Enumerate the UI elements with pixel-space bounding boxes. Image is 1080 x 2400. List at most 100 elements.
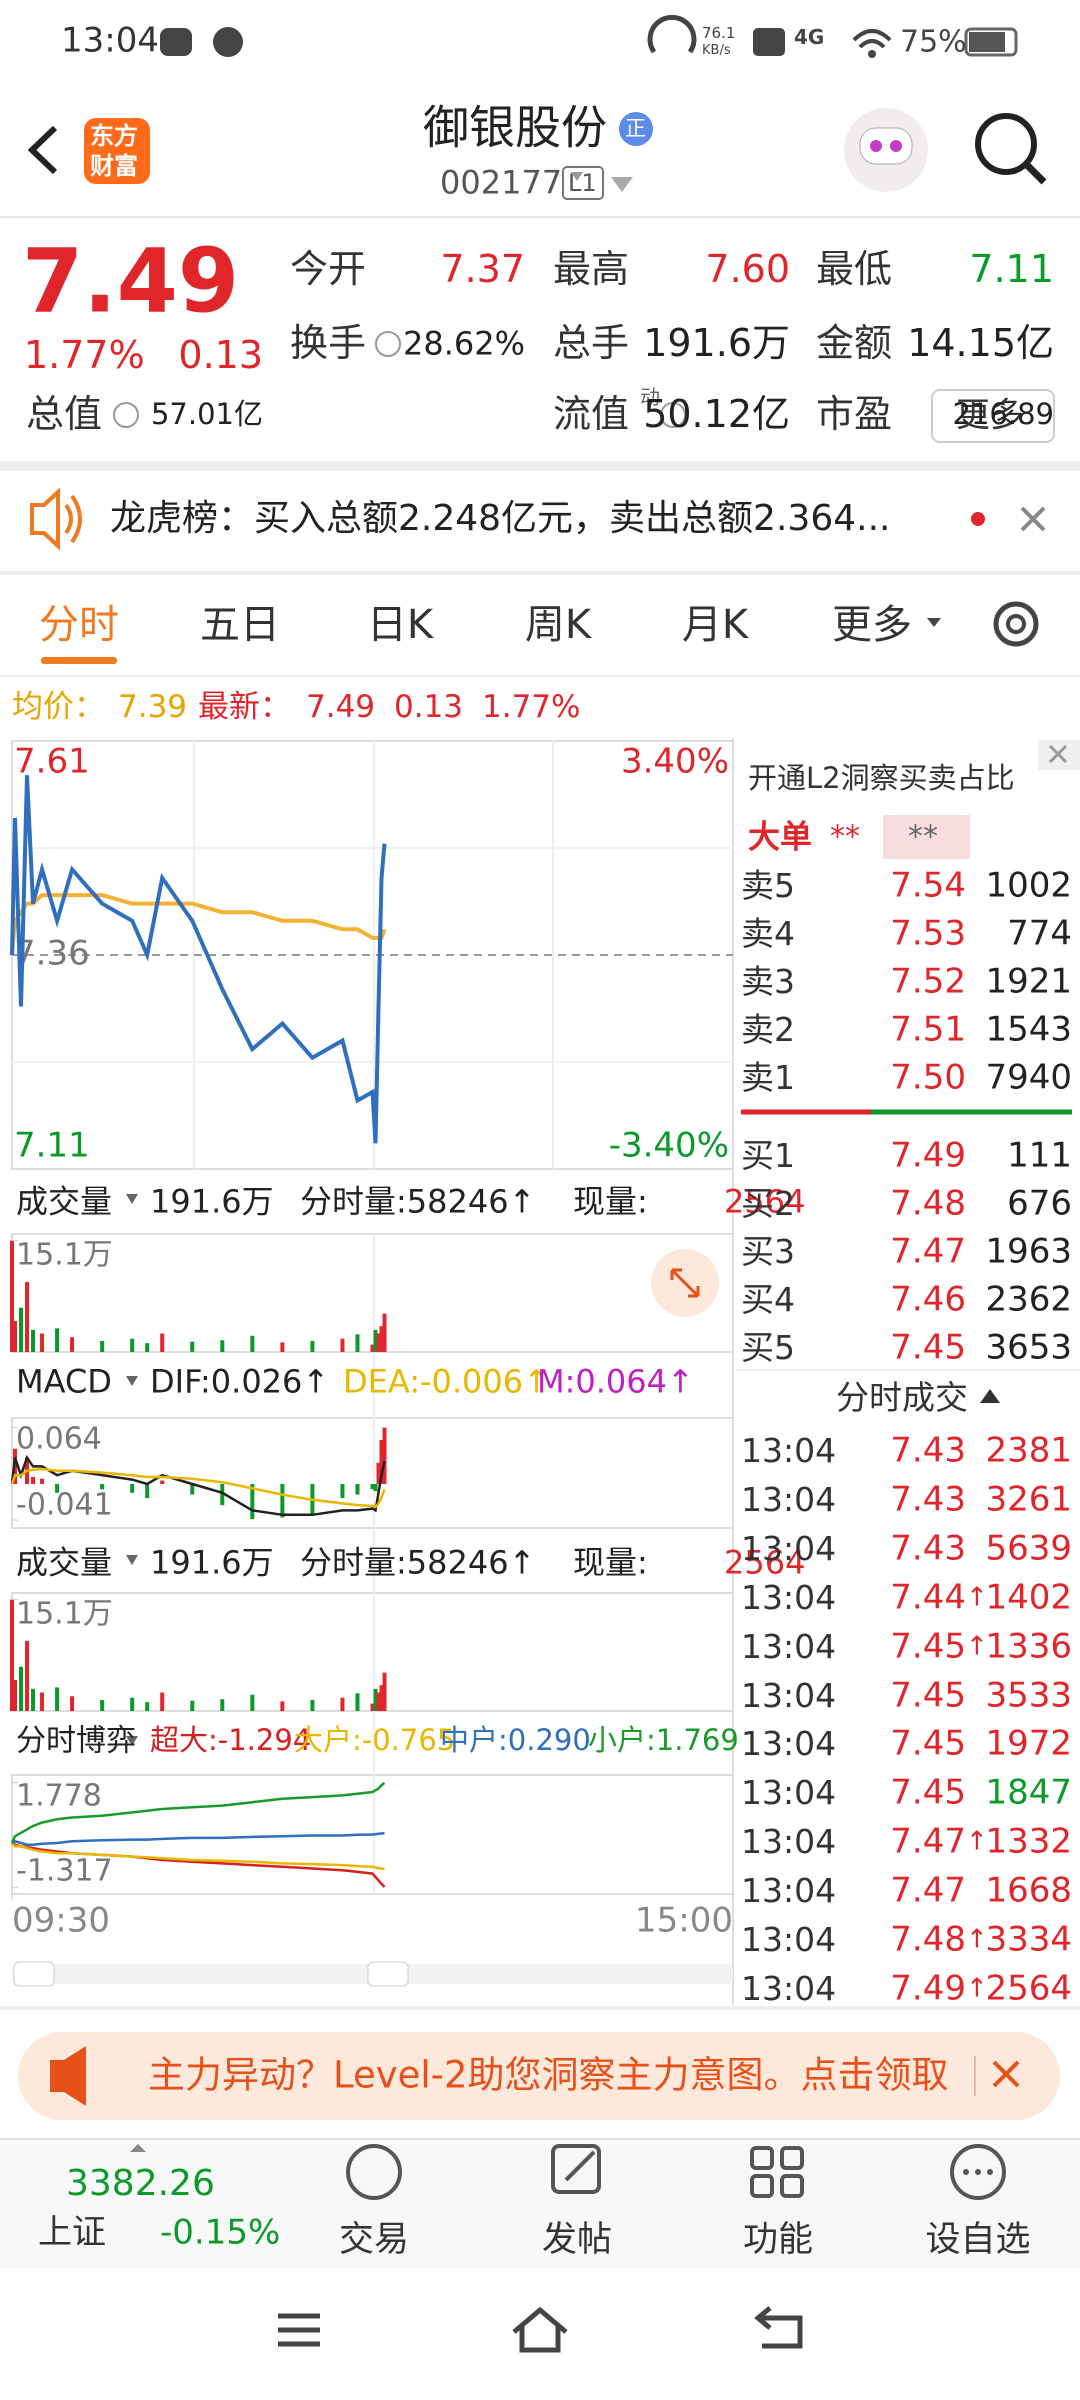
notice[interactable]: 龙虎榜：买入总额2.248亿元，卖出总额2.364... [110,498,891,540]
volume-bar [190,1341,195,1352]
volume-bar [70,1337,75,1352]
volume-bar [19,1307,24,1352]
trade-time: 13:04 [741,1528,837,1568]
nav-item[interactable]: 发帖 [541,2219,613,2260]
trade-arrow: ↑ [966,1826,988,1857]
tab[interactable]: 五日 [200,602,280,648]
volume-bar [373,1329,378,1352]
book-label: 买2 [741,1183,795,1223]
trade-price: 7.45 [890,1772,966,1813]
panel-label[interactable]: 分时博弈 [16,1723,136,1759]
y-tick-label: 7.11 [14,1126,90,1166]
l2-promo[interactable]: 开通L2洞察买卖占比 [748,761,1015,796]
nav-item[interactable]: 交易 [338,2219,410,2260]
trade-time: 13:04 [741,1822,837,1862]
panel-label[interactable]: 成交量 [16,1182,113,1221]
field-value: 7.11 [969,247,1054,292]
tab[interactable]: 周K [524,602,592,648]
book-volume: 676 [1007,1183,1072,1224]
volume-bar [130,1697,135,1711]
panel-value: 分时量:58246↑ [300,1543,536,1582]
trade-volume: 3533 [985,1674,1072,1715]
field-value: 57.01亿 [150,397,263,432]
big-order-value: ** [908,819,938,855]
banner-text[interactable]: 主力异动？Level-2助您洞察主力意图。点击领取 [148,2055,949,2097]
volume-bar [355,1693,360,1711]
y-tick-label: 7.61 [14,742,90,782]
big-order-value: ** [830,819,860,855]
trade-volume: 1336 [985,1625,1072,1666]
trade-time: 13:04 [741,1968,837,2008]
nav-item[interactable]: 设自选 [925,2219,1031,2260]
book-label: 买5 [741,1327,795,1367]
book-label: 卖4 [741,913,795,953]
trade-volume: 2381 [985,1430,1072,1471]
panel-label[interactable]: MACD [16,1362,112,1401]
field-value: 7.37 [440,247,525,292]
legend-entry: 大户:-0.765 [294,1723,456,1758]
volume-bar [382,1672,387,1711]
book-label: 卖5 [741,865,795,905]
volume-bar [40,1692,45,1711]
volume-bar [100,1699,105,1711]
trade-price: 7.49 [890,1968,966,2009]
trade-volume: 2564 [985,1968,1072,2009]
status-speed: 76.1 [702,23,736,42]
badge: 正 [625,116,646,141]
volume-bar [130,1338,135,1352]
trade-price: 7.43 [890,1430,966,1471]
panel-value: 分时量:58246↑ [300,1182,536,1221]
book-volume: 1543 [985,1009,1072,1050]
y-tick-label: 7.36 [14,934,90,974]
panel-value: 191.6万 [150,1543,274,1582]
tab[interactable]: 月K [681,602,749,648]
big-order: 大单 [748,817,813,856]
field-label: 最高 [553,247,630,292]
volume-bar [340,1697,345,1711]
volume-bar [25,1281,30,1352]
volume-bar [10,1599,14,1711]
trade-price: 7.45 [890,1625,966,1666]
book-price: 7.53 [890,913,966,954]
book-price: 7.51 [890,1009,966,1050]
book-price: 7.48 [890,1183,966,1224]
volume-bar [376,1692,381,1711]
trade-price: 7.45 [890,1723,966,1764]
volume-bar [382,1313,387,1352]
volume-bar [55,1687,60,1711]
book-label: 卖3 [741,961,795,1001]
volume-bar [310,1340,315,1352]
volume-bar [145,1343,150,1352]
tab[interactable]: 更多 [832,602,912,648]
volume-bar [340,1338,345,1352]
stock-name: 御银股份 [423,100,607,155]
field-label: 市盈 [816,392,893,437]
trade-arrow: ↑ [966,1973,988,2004]
trade-price: 7.45 [890,1674,966,1715]
panel-label[interactable]: 成交量 [16,1543,113,1582]
series-line [10,1467,386,1509]
tab[interactable]: 日K [366,602,434,648]
logo-text: 财富 [90,151,138,180]
volume-bar [250,1694,255,1711]
nav-item[interactable]: 功能 [742,2219,814,2260]
trade-volume: 1402 [985,1576,1072,1617]
volume-bar [10,1240,14,1352]
trade-arrow: ↑ [966,1582,988,1613]
trade-volume: 1332 [985,1821,1072,1862]
tab[interactable]: 分时 [39,602,119,648]
trades-title[interactable]: 分时成交 [836,1377,968,1417]
last-price: 7.49 [22,229,240,333]
trade-time: 13:04 [741,1430,837,1470]
logo-text: 东方 [90,121,138,150]
volume-bar [250,1335,255,1352]
field-label: 今开 [290,247,367,292]
volume-bar [280,1701,285,1711]
book-price: 7.50 [890,1057,966,1098]
info-text: 最新： [198,688,291,725]
volume-bar [190,1700,195,1711]
more-button[interactable]: 更多 [956,395,1024,436]
book-label: 买3 [741,1231,795,1271]
volume-bar [100,1340,105,1352]
